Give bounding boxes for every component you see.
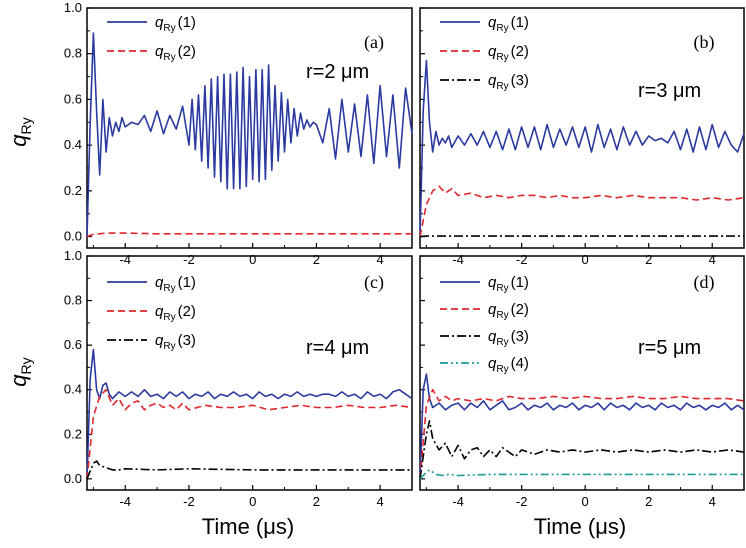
series-line-3 [86, 460, 412, 480]
x-tick-label: 0 [249, 494, 256, 509]
y-tick-label: 0.8 [64, 46, 82, 61]
panel-letter: (c) [364, 272, 384, 293]
legend-label: qRy (1) [488, 274, 529, 294]
panel-letter: (a) [364, 32, 384, 53]
x-tick-label: 0 [249, 252, 256, 267]
radius-annotation: r=3 μm [638, 80, 701, 102]
series-line-3 [419, 420, 745, 480]
y-tick-label: 1.0 [64, 0, 82, 15]
x-tick-label: 2 [313, 494, 320, 509]
series-line-3 [419, 235, 744, 238]
y-tick-label: 0.0 [64, 471, 82, 486]
series-line-2 [419, 185, 745, 237]
legend-label: qRy (4) [488, 355, 529, 375]
y-tick-label: 0.4 [64, 382, 82, 397]
plot-frame [419, 7, 745, 249]
panel-letter: (d) [694, 272, 715, 293]
x-axis-label-left: Time (μs) [202, 514, 295, 539]
y-tick-label: 0.6 [64, 91, 82, 106]
panel-c: 0.0 0.2 0.4 0.6 0.8 1.0 -4 -2 0 2 4 qRy (1) qRy (2) qRy… [64, 248, 413, 509]
x-tick-label: 2 [313, 252, 320, 267]
x-tick-label: 2 [645, 494, 652, 509]
series-line-1 [86, 348, 413, 479]
panel-letter: (b) [694, 32, 715, 53]
panel-d: -4 -2 0 2 4 qRy (1) qRy (2) qRy (3) qRy (4) (d) r=5 μm [419, 255, 745, 509]
series-line-2 [419, 388, 745, 479]
legend-label: qRy (2) [488, 301, 529, 321]
radius-annotation: r=4 μm [306, 337, 369, 359]
series-line-2 [86, 388, 413, 479]
y-tick-label: 0.4 [64, 137, 82, 152]
y-tick-label: 0.8 [64, 293, 82, 308]
legend-label: qRy (1) [155, 14, 196, 34]
legend-label: qRy (2) [155, 303, 196, 323]
x-axis-label-right: Time (μs) [534, 514, 627, 539]
series-line-1 [419, 59, 745, 237]
plot-frame [86, 255, 413, 491]
legend-label: qRy (1) [155, 274, 196, 294]
radius-annotation: r=2 μm [306, 61, 369, 83]
y-tick-label: 1.0 [64, 248, 82, 263]
legend-label: qRy (3) [488, 72, 529, 92]
panel-b: -4 -2 0 2 4 qRy (1) qRy (2) qRy (3) (b) r=3 μm [419, 7, 745, 267]
x-tick-label: 4 [377, 252, 384, 267]
x-tick-label: 2 [645, 252, 652, 267]
y-tick-label: 0.0 [64, 229, 82, 244]
x-tick-label: 4 [709, 494, 716, 509]
x-tick-label: -4 [452, 494, 464, 509]
y-tick-label: 0.2 [64, 183, 82, 198]
legend-label: qRy (1) [488, 14, 529, 34]
series-line-1 [419, 373, 745, 479]
x-tick-label: -2 [183, 494, 195, 509]
panels: 0.0 0.2 0.4 0.6 0.8 1.0 -4 -2 0 2 4 qRy (1) qRy (2) (a)… [64, 0, 745, 509]
legend-label: qRy (2) [488, 43, 529, 63]
x-tick-label: -4 [119, 252, 131, 267]
y-tick-label: 0.2 [64, 426, 82, 441]
y-axis-label-bottom: qRy [6, 357, 34, 386]
x-tick-label: -2 [516, 252, 528, 267]
series-line-4 [419, 469, 744, 480]
x-tick-label: -4 [452, 252, 464, 267]
series-line-1 [86, 32, 413, 237]
x-tick-label: 4 [709, 252, 716, 267]
panel-a: 0.0 0.2 0.4 0.6 0.8 1.0 -4 -2 0 2 4 qRy (1) qRy (2) (a)… [64, 0, 413, 267]
y-axis-label-top: qRy [6, 117, 34, 146]
legend-label: qRy (2) [155, 43, 196, 63]
legend-label: qRy (3) [488, 328, 529, 348]
x-tick-label: -4 [119, 494, 131, 509]
y-tick-label: 0.6 [64, 337, 82, 352]
series-line-2 [86, 232, 412, 238]
x-tick-label: 0 [582, 494, 589, 509]
x-tick-label: -2 [183, 252, 195, 267]
x-tick-label: -2 [516, 494, 528, 509]
legend-label: qRy (3) [155, 332, 196, 352]
x-tick-label: 0 [582, 252, 589, 267]
plot-frame [419, 255, 745, 491]
radius-annotation: r=5 μm [638, 337, 701, 359]
x-tick-label: 4 [377, 494, 384, 509]
